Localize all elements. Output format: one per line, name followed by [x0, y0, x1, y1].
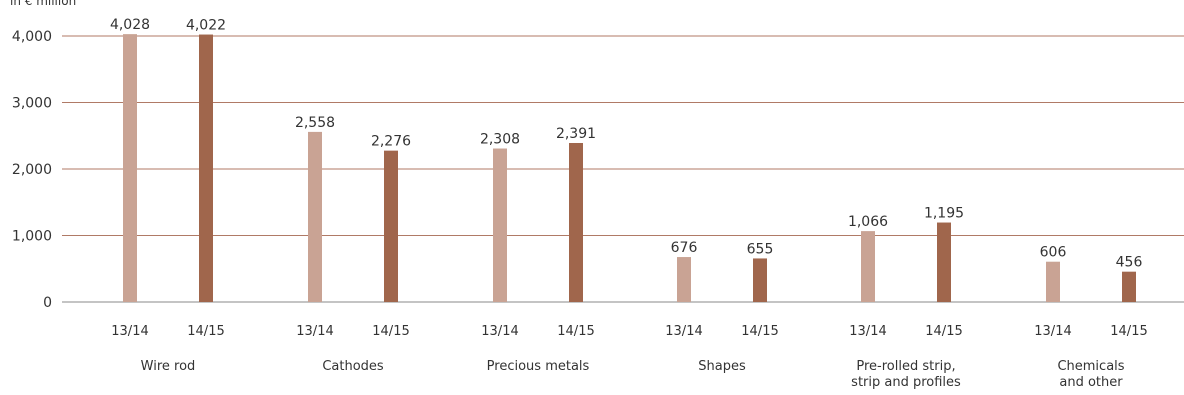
bar	[569, 142, 583, 302]
category-label: Shapes	[698, 359, 746, 374]
bar	[861, 231, 875, 302]
value-label: 2,558	[295, 115, 335, 131]
x-tick-label: 13/14	[665, 324, 702, 339]
bar	[199, 34, 213, 303]
value-label: 456	[1116, 255, 1143, 271]
value-label: 606	[1040, 245, 1067, 261]
value-label: 4,028	[110, 17, 150, 33]
value-label: 4,022	[186, 18, 226, 34]
y-tick-label: 0	[43, 295, 52, 311]
x-tick-label: 13/14	[481, 324, 518, 339]
x-tick-label: 14/15	[1110, 324, 1147, 339]
value-label: 2,308	[480, 132, 520, 148]
category-label: Chemicals and other	[1057, 359, 1124, 390]
x-tick-label: 14/15	[925, 324, 962, 339]
category-label: Pre-rolled strip, strip and profiles	[851, 359, 961, 390]
value-label: 1,066	[848, 214, 888, 230]
x-tick-label: 14/15	[557, 324, 594, 339]
value-label: 676	[671, 240, 698, 256]
category-label: Precious metals	[487, 359, 590, 374]
x-tick-label: 14/15	[187, 324, 224, 339]
category-label: Wire rod	[141, 359, 196, 374]
unit-label: in € million	[10, 0, 77, 8]
value-label: 655	[747, 241, 774, 257]
y-tick-label: 3,000	[12, 96, 52, 112]
bar	[308, 131, 322, 302]
bar	[123, 34, 137, 302]
value-label: 2,391	[556, 126, 596, 142]
x-tick-label: 14/15	[741, 324, 778, 339]
bar	[1046, 261, 1060, 302]
value-label: 1,195	[924, 206, 964, 222]
x-tick-label: 13/14	[1034, 324, 1071, 339]
x-tick-label: 13/14	[111, 324, 148, 339]
bar	[937, 222, 951, 302]
x-tick-label: 13/14	[849, 324, 886, 339]
category-label: Cathodes	[322, 359, 384, 374]
value-label: 2,276	[371, 134, 411, 150]
y-tick-label: 2,000	[12, 162, 52, 178]
y-tick-label: 4,000	[12, 29, 52, 45]
bar	[384, 150, 398, 302]
bar	[753, 258, 767, 302]
y-tick-label: 1,000	[12, 229, 52, 245]
x-tick-label: 13/14	[296, 324, 333, 339]
bar	[1122, 271, 1136, 302]
bar	[677, 257, 691, 302]
x-tick-label: 14/15	[372, 324, 409, 339]
bar	[493, 148, 507, 302]
